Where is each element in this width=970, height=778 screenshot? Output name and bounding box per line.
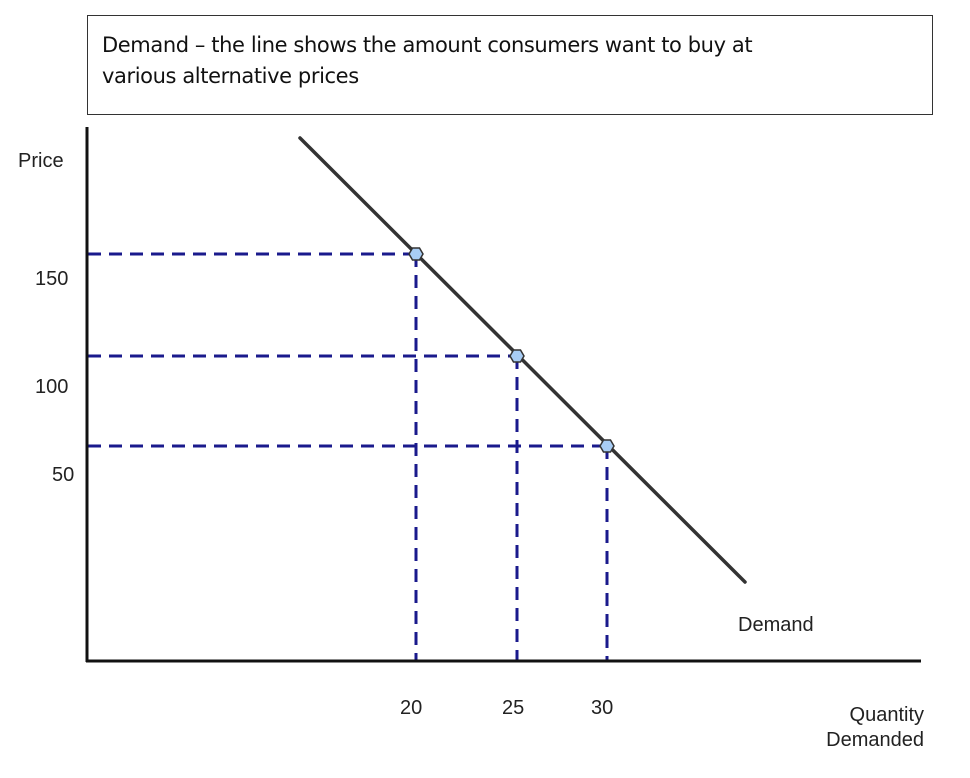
caption-box: Demand – the line shows the amount consu… xyxy=(87,15,933,115)
guide-lines xyxy=(88,252,609,660)
x-axis-label: Quantity Demanded xyxy=(826,703,924,753)
point-20-150 xyxy=(408,247,424,261)
x-tick-20: 20 xyxy=(400,697,423,719)
x-tick-30: 30 xyxy=(591,697,614,719)
x-axis-label-line-1: Quantity xyxy=(849,704,924,726)
point-25-100 xyxy=(509,349,525,363)
x-axis-label-line-2: Demanded xyxy=(826,729,924,751)
caption-line-2: various alternative prices xyxy=(102,64,359,88)
point-30-50 xyxy=(599,439,615,453)
y-axis-label: Price xyxy=(18,150,64,172)
demand-series-label: Demand xyxy=(738,614,814,636)
data-points xyxy=(408,247,615,453)
caption-line-1: Demand – the line shows the amount consu… xyxy=(102,33,753,57)
y-tick-50: 50 xyxy=(52,464,75,486)
y-tick-100: 100 xyxy=(35,376,69,398)
y-tick-150: 150 xyxy=(35,268,69,290)
x-tick-25: 25 xyxy=(502,697,525,719)
